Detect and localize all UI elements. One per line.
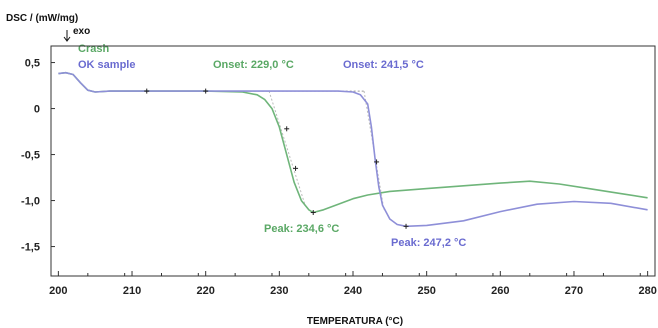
legend: Crash OK sample: [78, 43, 135, 71]
curve-marker: [203, 88, 209, 94]
marker-group: [144, 88, 409, 229]
x-tick-label: 220: [197, 285, 215, 297]
x-tick-label: 200: [49, 285, 67, 297]
y-tick-label: -0,5: [21, 150, 40, 162]
annotation-group: Onset: 229,0 °C Onset: 241,5 °C Peak: 23…: [213, 59, 466, 249]
series-line-crash: [58, 71, 648, 214]
y-tick-label: -1,0: [21, 196, 40, 208]
curve-marker: [310, 210, 316, 216]
annotation-onset-ok: Onset: 241,5 °C: [343, 59, 424, 71]
y-axis-label: DSC / (mW/mg): [6, 13, 78, 24]
y-axis: 0,5 0 -0,5 -1,0 -1,5: [21, 58, 55, 254]
x-axis-label: TEMPERATURA (°C): [307, 316, 403, 327]
y-tick-label: 0,5: [25, 58, 40, 70]
curve-marker: [293, 165, 299, 171]
plot-frame: [50, 45, 656, 277]
y-tick-label: -1,5: [21, 242, 40, 254]
curve-marker: [403, 223, 409, 229]
series-line-ok-sample: [58, 71, 648, 228]
curve-marker: [144, 88, 150, 94]
x-tick-label: 260: [491, 285, 509, 297]
exo-indicator: exo: [63, 26, 90, 42]
legend-item-crash: Crash: [78, 43, 109, 55]
series-group: [58, 71, 648, 228]
exo-label: exo: [73, 26, 90, 37]
y-tick-label: 0: [34, 104, 40, 116]
x-axis: 200 210 220 230 240 250 260 270 280: [49, 271, 657, 297]
x-tick-label: 250: [417, 285, 435, 297]
annotation-peak-ok: Peak: 247,2 °C: [391, 237, 466, 249]
curve-marker: [284, 126, 290, 132]
legend-item-ok-sample: OK sample: [78, 59, 135, 71]
curve-marker: [374, 159, 380, 165]
x-tick-label: 270: [565, 285, 583, 297]
baseline-group: [205, 90, 385, 210]
annotation-peak-crash: Peak: 234,6 °C: [264, 223, 339, 235]
annotation-onset-crash: Onset: 229,0 °C: [213, 59, 294, 71]
x-tick-label: 230: [270, 285, 288, 297]
x-tick-label: 210: [123, 285, 141, 297]
x-tick-label: 240: [344, 285, 362, 297]
tangent-crash: [268, 90, 306, 206]
x-tick-label: 280: [638, 285, 656, 297]
